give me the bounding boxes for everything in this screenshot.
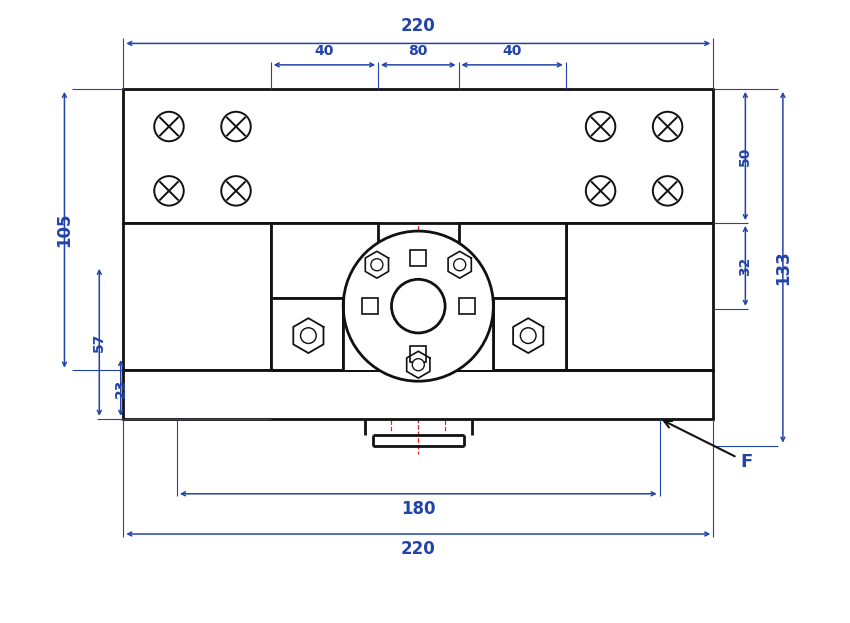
Circle shape	[520, 328, 536, 343]
Circle shape	[586, 112, 615, 141]
Text: 57: 57	[93, 333, 106, 352]
Circle shape	[454, 259, 466, 271]
Text: 32: 32	[739, 256, 752, 275]
Circle shape	[653, 112, 683, 141]
Text: 40: 40	[502, 44, 522, 58]
Circle shape	[586, 176, 615, 206]
Circle shape	[371, 259, 383, 271]
Circle shape	[343, 231, 493, 381]
Circle shape	[154, 176, 184, 206]
Bar	[123, 223, 271, 371]
Text: 220: 220	[401, 17, 436, 36]
Bar	[343, 298, 493, 371]
Bar	[271, 223, 378, 298]
Bar	[566, 223, 713, 371]
Circle shape	[221, 176, 251, 206]
Bar	[123, 371, 713, 419]
Text: F: F	[664, 421, 752, 471]
Text: 50: 50	[739, 146, 752, 166]
Bar	[123, 89, 713, 223]
Circle shape	[392, 279, 445, 333]
Bar	[458, 298, 474, 314]
Bar	[411, 346, 427, 363]
Bar	[362, 298, 378, 314]
Bar	[458, 223, 566, 298]
Text: 80: 80	[409, 44, 428, 58]
Circle shape	[221, 112, 251, 141]
Circle shape	[301, 328, 316, 343]
Text: 133: 133	[774, 250, 792, 285]
Bar	[411, 250, 427, 266]
Text: 220: 220	[401, 540, 436, 558]
Bar	[271, 298, 343, 371]
Text: 105: 105	[55, 212, 73, 247]
Text: 180: 180	[401, 500, 435, 518]
Text: 40: 40	[314, 44, 334, 58]
Bar	[493, 298, 566, 371]
Circle shape	[412, 359, 424, 371]
Circle shape	[154, 112, 184, 141]
Circle shape	[653, 176, 683, 206]
Text: 23: 23	[114, 378, 128, 397]
